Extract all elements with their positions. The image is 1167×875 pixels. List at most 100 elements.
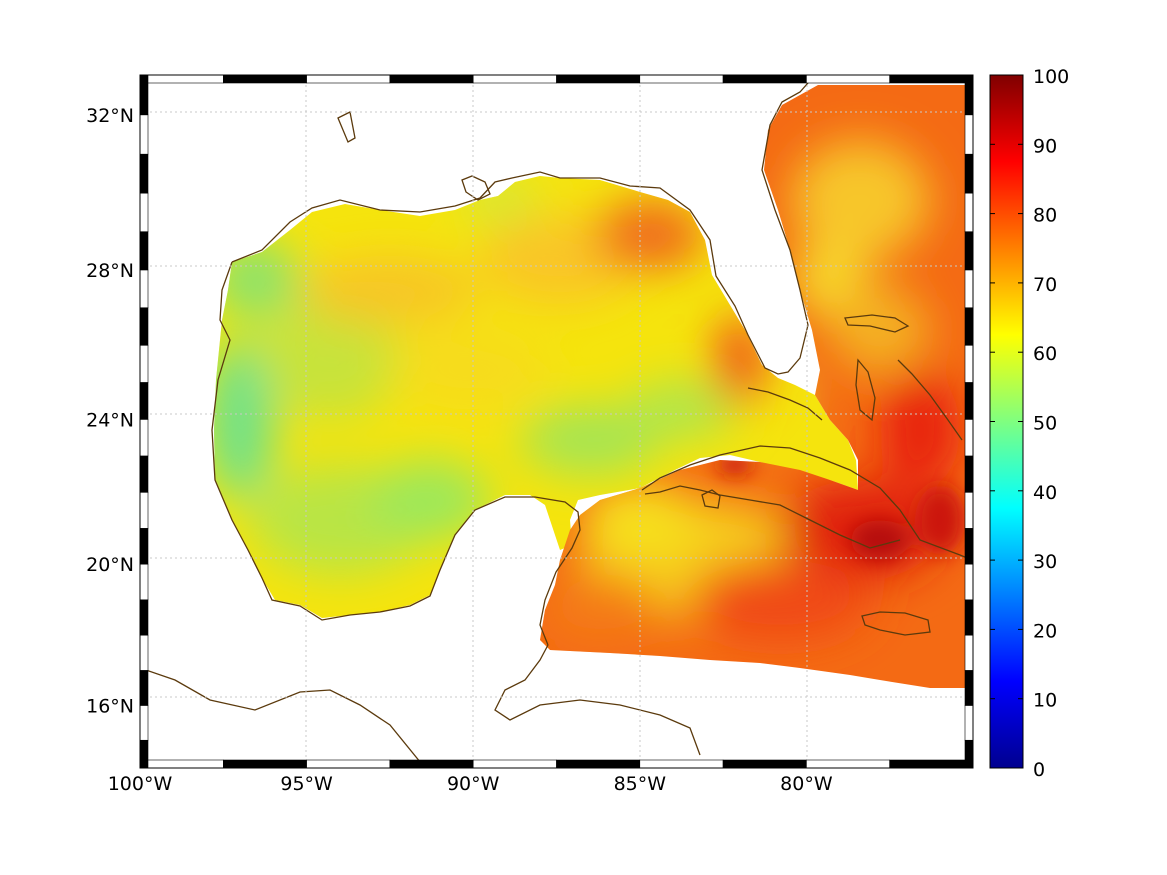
map-border	[139, 74, 974, 769]
frame-segment-top	[389, 74, 474, 84]
frame-segment-right	[964, 705, 974, 741]
frame-segment-right	[964, 307, 974, 346]
map-area	[139, 74, 974, 769]
lon-tick-label: 95°W	[280, 773, 333, 795]
frame-segment-bottom	[223, 759, 307, 769]
colorbar-tick-label: 0	[1033, 759, 1045, 781]
lat-tick-label: 16°N	[86, 695, 134, 717]
frame-segment-right	[964, 634, 974, 671]
frame-segment-top	[722, 74, 807, 84]
frame-segment-bottom	[806, 759, 891, 769]
frame-segment-left	[139, 307, 149, 346]
bahamas-east	[897, 359, 963, 441]
colorbar-tick-label: 90	[1033, 135, 1057, 157]
frame-segment-left	[139, 491, 149, 529]
frame-segment-bottom	[472, 759, 557, 769]
frame-segment-right	[964, 192, 974, 233]
frame-segment-right	[964, 455, 974, 493]
gulf-north-coast	[231, 75, 816, 375]
colorbar-tick-label: 60	[1033, 343, 1057, 365]
frame-segment-right	[964, 563, 974, 601]
colorbar-tick-label: 30	[1033, 551, 1057, 573]
frame-segment-top	[639, 74, 724, 84]
coastlines	[140, 75, 973, 768]
frame-segment-left	[139, 705, 149, 741]
frame-segment-right	[964, 344, 974, 383]
lon-tick-label: 80°W	[780, 773, 833, 795]
colorbar-tick-label: 70	[1033, 274, 1057, 296]
frame-segment-right	[964, 739, 974, 769]
frame-segment-left	[139, 419, 149, 457]
frame-segment-right	[964, 491, 974, 529]
frame-segment-right	[964, 269, 974, 309]
bahamas-north	[844, 314, 910, 333]
frame-segment-right	[964, 528, 974, 565]
frame-segment-top	[223, 74, 307, 84]
colorbar-tick-label: 10	[1033, 690, 1057, 712]
frame-segment-left	[139, 114, 149, 155]
frame-segment-bottom	[306, 759, 391, 769]
florida-keys	[747, 387, 823, 421]
lat-tick-label: 32°N	[86, 105, 134, 127]
colorbar-tick-label: 50	[1033, 413, 1057, 435]
frame-segment-right	[964, 382, 974, 420]
frame-segment-left	[139, 739, 149, 769]
frame-segment-right	[964, 114, 974, 155]
frame-segment-bottom	[639, 759, 724, 769]
frame-segment-bottom	[389, 759, 474, 769]
colorbar-gradient	[989, 74, 1024, 769]
frame-segment-left	[139, 344, 149, 383]
lat-tick-label: 24°N	[86, 409, 134, 431]
lat-tick-label: 20°N	[86, 554, 134, 576]
gridlines	[140, 75, 973, 768]
frame-segment-bottom	[139, 759, 224, 769]
lon-tick-label: 85°W	[614, 773, 667, 795]
frame-segment-left	[139, 599, 149, 636]
jamaica-coast	[861, 611, 931, 636]
colorbar-tick-label: 100	[1033, 66, 1069, 88]
frame-segment-top	[306, 74, 391, 84]
frame-segment-top	[139, 74, 224, 84]
frame-segment-left	[139, 563, 149, 601]
frame-segment-bottom	[889, 759, 974, 769]
colorbar-tick-label: 20	[1033, 620, 1057, 642]
colorbar-tick-label: 80	[1033, 205, 1057, 227]
frame-segment-top	[472, 74, 557, 84]
gulf-west-coast	[211, 261, 581, 646]
isle-of-youth	[701, 489, 721, 509]
frame-segment-right	[964, 74, 974, 116]
cuba-coast	[641, 445, 973, 561]
bahamas-andros	[855, 358, 876, 422]
frame-segment-left	[139, 670, 149, 706]
frame-segment-left	[139, 455, 149, 493]
frame-segment-right	[964, 231, 974, 271]
frame-segment-left	[139, 74, 149, 116]
texas-mexico-coast	[140, 667, 426, 768]
longitude-tick-labels: 100°W 95°W 90°W 85°W 80°W	[108, 773, 833, 795]
frame-segment-left	[139, 192, 149, 233]
yucatan-coast	[494, 644, 701, 756]
frame-segment-right	[964, 153, 974, 194]
frame-segment-top	[806, 74, 891, 84]
frame-segment-bottom	[722, 759, 807, 769]
colorbar-tick-label: 40	[1033, 482, 1057, 504]
lon-tick-label: 90°W	[447, 773, 500, 795]
frame-segment-left	[139, 382, 149, 420]
frame-segment-top	[556, 74, 641, 84]
frame-segment-right	[964, 599, 974, 636]
frame-segment-left	[139, 231, 149, 271]
frame-segment-top	[889, 74, 974, 84]
frame-segment-left	[139, 153, 149, 194]
frame-segment-left	[139, 528, 149, 565]
latitude-tick-labels: 32°N 28°N 24°N 20°N 16°N	[86, 105, 134, 718]
frame-segment-right	[964, 670, 974, 706]
frame-segment-right	[964, 419, 974, 457]
lon-tick-label: 100°W	[108, 773, 173, 795]
frame-segment-left	[139, 634, 149, 671]
frame-segment-left	[139, 269, 149, 309]
lat-tick-label: 28°N	[86, 260, 134, 282]
frame-segment-bottom	[556, 759, 641, 769]
